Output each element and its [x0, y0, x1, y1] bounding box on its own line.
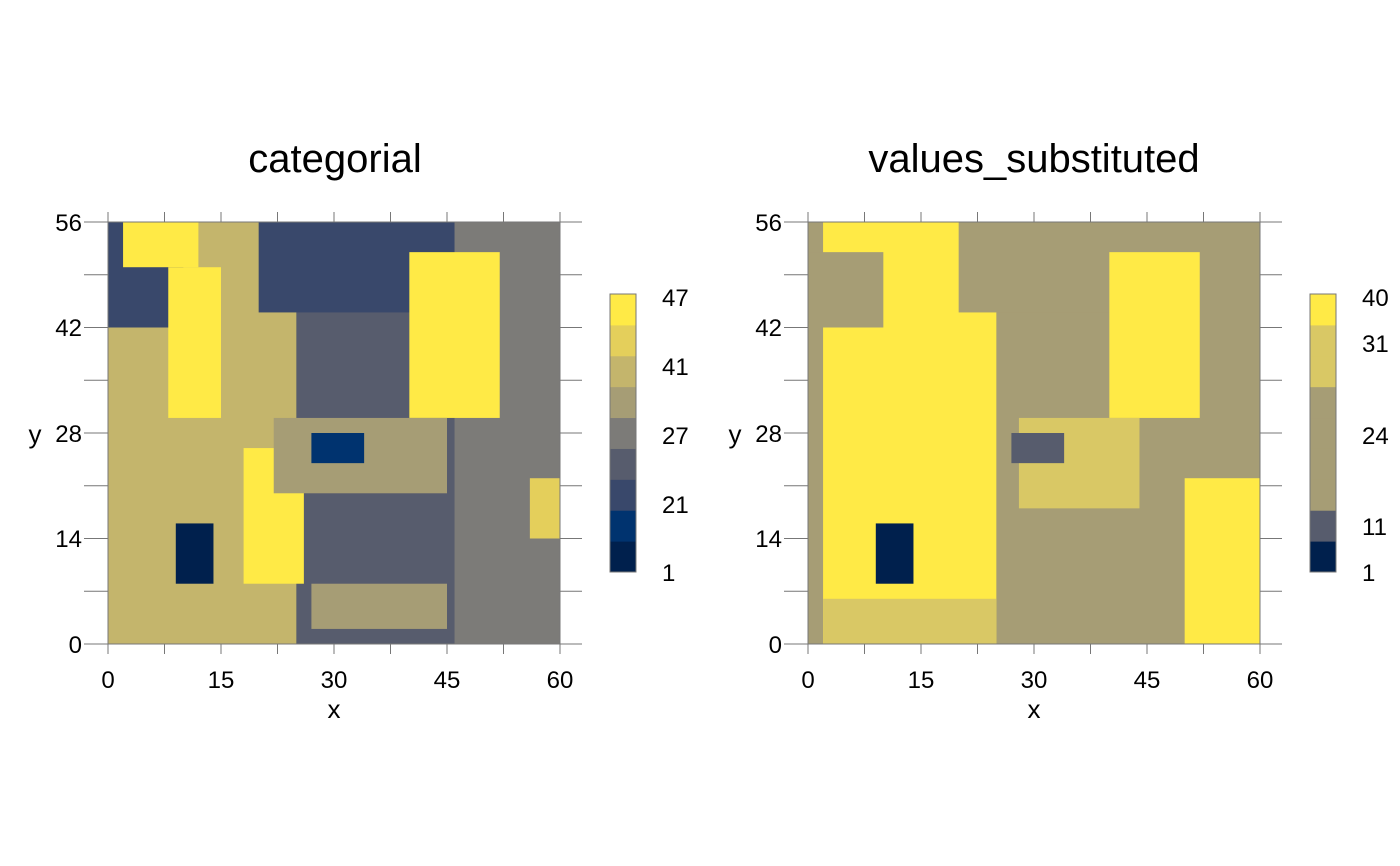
y-tick-label: 56 — [755, 210, 782, 237]
panel-title-values-substituted: values_substituted — [868, 137, 1199, 181]
x-tick-label: 15 — [208, 667, 235, 694]
colorbar-legend-categorial — [609, 293, 637, 573]
axis-ticks-categorial — [84, 212, 582, 654]
x-axis-title: x — [328, 694, 341, 724]
colorbar-swatch — [610, 510, 636, 542]
y-tick-label: 42 — [55, 315, 82, 342]
x-tick-label: 30 — [1021, 667, 1048, 694]
x-tick-label: 0 — [101, 667, 114, 694]
raster-cell-region — [529, 478, 560, 539]
legend-label: 24 — [1362, 423, 1389, 450]
y-tick-label: 28 — [55, 421, 82, 448]
raster-cell-region — [409, 252, 500, 418]
colorbar-frame — [609, 293, 637, 573]
legend-label: 31 — [1362, 331, 1389, 358]
colorbar-swatch — [1310, 448, 1336, 480]
legend-label: 1 — [662, 560, 675, 587]
raster-cell-region — [1184, 478, 1260, 644]
panel-title-categorial: categorial — [248, 137, 421, 181]
colorbar-legend-values-substituted — [1309, 293, 1337, 573]
colorbar-swatch — [610, 448, 636, 480]
colorbar-swatch — [1310, 386, 1336, 419]
colorbar-frame — [1309, 293, 1337, 573]
raster-cell-region — [1011, 433, 1065, 464]
axis-ticks-values-substituted — [784, 212, 1282, 654]
panel-values-substituted: values_substituted 0 15 30 45 60 0 14 28… — [729, 137, 1389, 724]
x-axis-title: x — [1028, 694, 1041, 724]
legend-label: 1 — [1362, 560, 1375, 587]
raster-cell-region — [311, 583, 447, 629]
y-tick-label: 28 — [755, 421, 782, 448]
colorbar-swatch — [1310, 355, 1336, 388]
colorbar-swatch — [1310, 324, 1336, 357]
x-tick-label: 45 — [1134, 667, 1161, 694]
panel-categorial: categorial 0 15 30 45 60 0 14 28 42 56 x… — [29, 137, 689, 724]
colorbar-swatch — [1310, 510, 1336, 542]
raster-cell-region — [123, 222, 199, 268]
colorbar-swatch — [1310, 417, 1336, 449]
raster-cell-region — [875, 523, 914, 584]
colorbar-swatch — [610, 355, 636, 388]
y-axis-title: y — [729, 419, 742, 449]
colorbar-swatch — [610, 294, 636, 326]
raster-cell-region — [311, 433, 365, 464]
colorbar-swatch — [610, 324, 636, 357]
x-tick-label: 60 — [547, 667, 574, 694]
x-tick-label: 15 — [908, 667, 935, 694]
y-tick-label: 0 — [769, 632, 782, 659]
raster-cell-region — [823, 598, 997, 644]
colorbar-swatch — [610, 541, 636, 573]
y-tick-label: 42 — [755, 315, 782, 342]
legend-label: 47 — [662, 285, 689, 312]
y-axis-title: y — [29, 419, 42, 449]
colorbar-swatch — [1310, 294, 1336, 326]
legend-label: 21 — [662, 492, 689, 519]
raster-area-categorial — [108, 222, 560, 644]
raster-cell-region — [1109, 252, 1200, 418]
legend-label: 27 — [662, 423, 689, 450]
colorbar-swatch — [1310, 479, 1336, 511]
y-tick-label: 14 — [55, 526, 82, 553]
legend-label: 40 — [1362, 285, 1389, 312]
x-tick-label: 0 — [801, 667, 814, 694]
raster-cell-region — [168, 267, 221, 418]
x-tick-label: 30 — [321, 667, 348, 694]
x-tick-label: 60 — [1247, 667, 1274, 694]
colorbar-swatch — [610, 386, 636, 419]
colorbar-swatch — [1310, 541, 1336, 573]
colorbar-swatch — [610, 417, 636, 449]
raster-cell-region — [175, 523, 214, 584]
y-tick-label: 14 — [755, 526, 782, 553]
x-tick-label: 45 — [434, 667, 461, 694]
colorbar-swatch — [610, 479, 636, 511]
raster-cell-region — [808, 252, 884, 328]
y-tick-label: 0 — [69, 632, 82, 659]
legend-label: 41 — [662, 354, 689, 381]
legend-label: 11 — [1362, 514, 1387, 541]
raster-area-values-substituted — [808, 222, 1260, 644]
y-tick-label: 56 — [55, 210, 82, 237]
